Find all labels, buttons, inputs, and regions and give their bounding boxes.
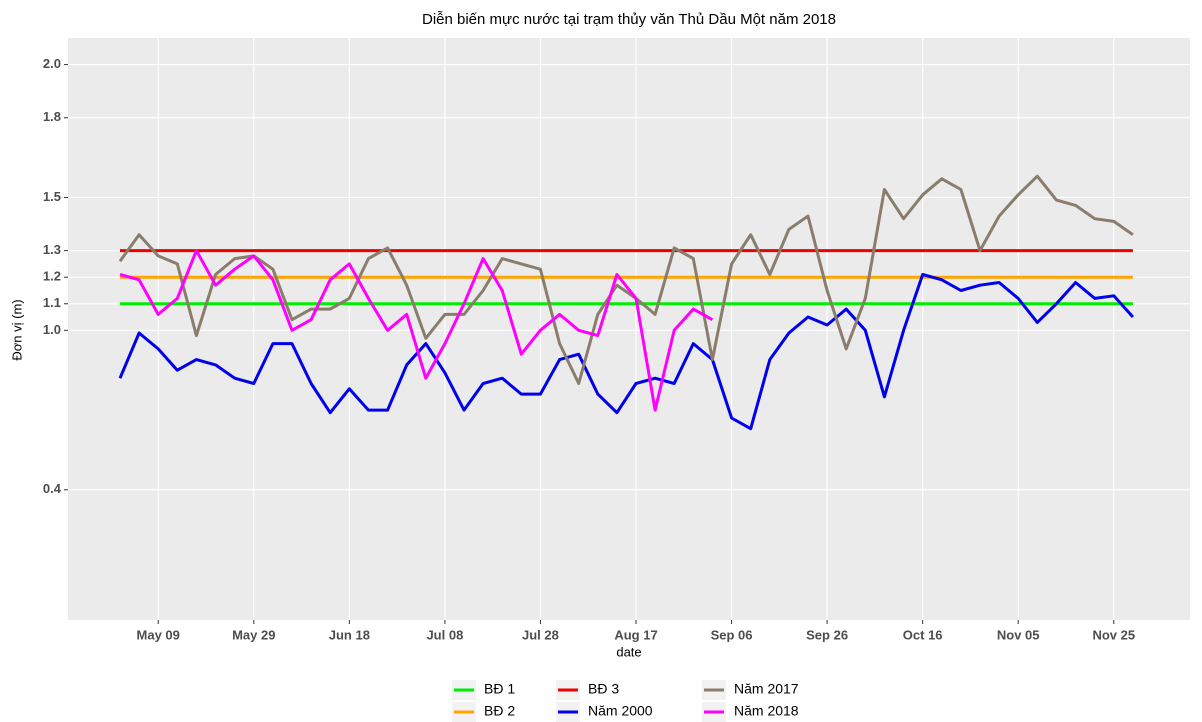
x-tick-label: Aug 17 <box>614 627 657 642</box>
legend-label: Năm 2018 <box>734 703 799 719</box>
legend-label: BĐ 1 <box>484 681 515 697</box>
y-tick-label: 0.4 <box>43 481 62 496</box>
y-tick-label: 2.0 <box>43 56 61 71</box>
chart-title: Diễn biến mực nước tại trạm thủy văn Thủ… <box>422 11 836 28</box>
panel <box>68 38 1190 620</box>
y-tick-label: 1.3 <box>43 242 61 257</box>
legend-label: BĐ 2 <box>484 703 515 719</box>
y-axis-label: Đơn vị (m) <box>9 299 24 360</box>
y-tick-label: 1.5 <box>43 189 61 204</box>
x-tick-label: Jul 28 <box>522 627 559 642</box>
x-tick-label: Nov 25 <box>1092 627 1135 642</box>
x-tick-label: Sep 06 <box>711 627 753 642</box>
x-tick-label: May 29 <box>232 627 275 642</box>
x-tick-label: Jun 18 <box>329 627 370 642</box>
y-tick-label: 1.0 <box>43 322 61 337</box>
y-tick-label: 1.2 <box>43 269 61 284</box>
x-axis-label: date <box>616 644 641 659</box>
series-line <box>118 273 1135 431</box>
x-tick-label: May 09 <box>137 627 180 642</box>
legend-label: Năm 2000 <box>588 703 653 719</box>
y-tick-label: 1.1 <box>43 295 61 310</box>
x-tick-label: Jul 08 <box>426 627 463 642</box>
legend-label: BĐ 3 <box>588 681 619 697</box>
x-tick-label: Oct 16 <box>903 627 943 642</box>
series-line <box>118 174 1134 385</box>
x-tick-label: Sep 26 <box>806 627 848 642</box>
y-tick-label: 1.8 <box>43 109 61 124</box>
legend-label: Năm 2017 <box>734 681 799 697</box>
x-tick-label: Nov 05 <box>997 627 1040 642</box>
series-line <box>119 249 714 412</box>
